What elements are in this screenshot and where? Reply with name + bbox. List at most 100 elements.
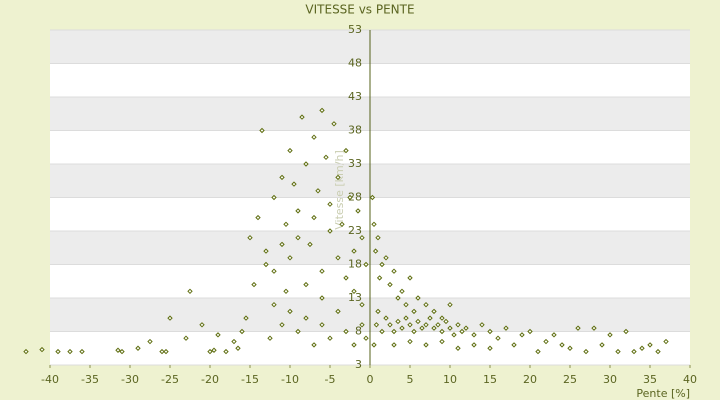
point: [251, 281, 257, 288]
point: [363, 335, 369, 341]
y-tick-label: 18: [348, 258, 362, 271]
x-tick-label: 5: [407, 373, 414, 386]
x-tick-label: -5: [325, 373, 336, 386]
point: [283, 288, 289, 295]
point: [315, 188, 321, 194]
point: [615, 348, 621, 355]
point: [439, 315, 445, 321]
point: [359, 322, 365, 328]
point: [147, 338, 153, 345]
point: [335, 255, 341, 261]
point: [247, 234, 253, 241]
y-tick-label: 3: [355, 358, 362, 371]
point: [207, 348, 213, 355]
y-axis-label: Vitesse [km/h]: [333, 150, 346, 230]
point: [271, 194, 277, 201]
point: [331, 121, 337, 127]
point: [323, 154, 329, 161]
point: [335, 174, 341, 181]
point: [379, 261, 385, 268]
point: [311, 214, 317, 221]
point: [259, 127, 265, 134]
point: [391, 328, 397, 335]
point: [407, 275, 413, 281]
chart-title: VITESSE vs PENTE: [305, 3, 414, 17]
y-tick-label: 43: [348, 90, 362, 103]
point: [319, 295, 325, 301]
point: [339, 221, 345, 228]
point: [395, 295, 401, 301]
point: [163, 348, 169, 355]
point: [355, 208, 361, 214]
point: [415, 318, 421, 325]
point: [311, 134, 317, 140]
point: [435, 322, 441, 328]
point: [211, 347, 217, 353]
point: [387, 281, 393, 288]
point: [307, 241, 313, 248]
point: [343, 275, 349, 281]
point: [303, 315, 309, 321]
point: [255, 214, 261, 221]
point: [359, 301, 365, 308]
point: [631, 348, 637, 355]
point: [471, 332, 477, 338]
point: [335, 308, 341, 315]
point: [655, 348, 661, 355]
point: [295, 234, 301, 241]
point: [295, 328, 301, 335]
x-tick-label: -10: [281, 373, 299, 386]
point: [291, 181, 297, 187]
point: [383, 255, 389, 261]
point: [319, 322, 325, 328]
y-tick-label: 8: [355, 325, 362, 338]
point: [135, 345, 141, 351]
point: [375, 234, 381, 241]
y-tick-label: 13: [348, 291, 362, 304]
point: [459, 328, 465, 335]
point: [267, 335, 273, 341]
point: [423, 342, 429, 348]
point: [551, 332, 557, 338]
point: [159, 348, 165, 355]
x-tick-label: 15: [483, 373, 497, 386]
point: [351, 248, 357, 254]
point: [447, 325, 453, 331]
point: [287, 255, 293, 261]
point: [407, 322, 413, 328]
point: [343, 147, 349, 154]
point: [319, 268, 325, 274]
point: [187, 288, 193, 295]
point: [591, 325, 597, 331]
point: [39, 346, 45, 353]
point: [183, 335, 189, 341]
point: [479, 322, 485, 328]
x-tick-label: 30: [603, 373, 617, 386]
point: [223, 348, 229, 355]
point: [327, 201, 333, 207]
point: [447, 301, 453, 308]
point: [279, 322, 285, 328]
point: [639, 345, 645, 351]
point: [387, 322, 393, 328]
point: [455, 345, 461, 351]
point: [376, 275, 383, 281]
point: [311, 342, 317, 348]
point: [423, 301, 429, 308]
y-tick-label: 53: [348, 23, 362, 36]
point: [371, 221, 377, 228]
point: [471, 342, 477, 348]
point: [271, 268, 277, 274]
point: [567, 345, 573, 351]
point: [79, 348, 85, 355]
point: [431, 308, 437, 315]
point: [279, 174, 285, 181]
point: [663, 338, 669, 345]
point: [415, 295, 421, 301]
point: [287, 147, 293, 154]
x-tick-label: -30: [121, 373, 139, 386]
x-tick-label: -15: [241, 373, 259, 386]
point: [351, 342, 357, 348]
y-tick-label: 33: [348, 157, 362, 170]
